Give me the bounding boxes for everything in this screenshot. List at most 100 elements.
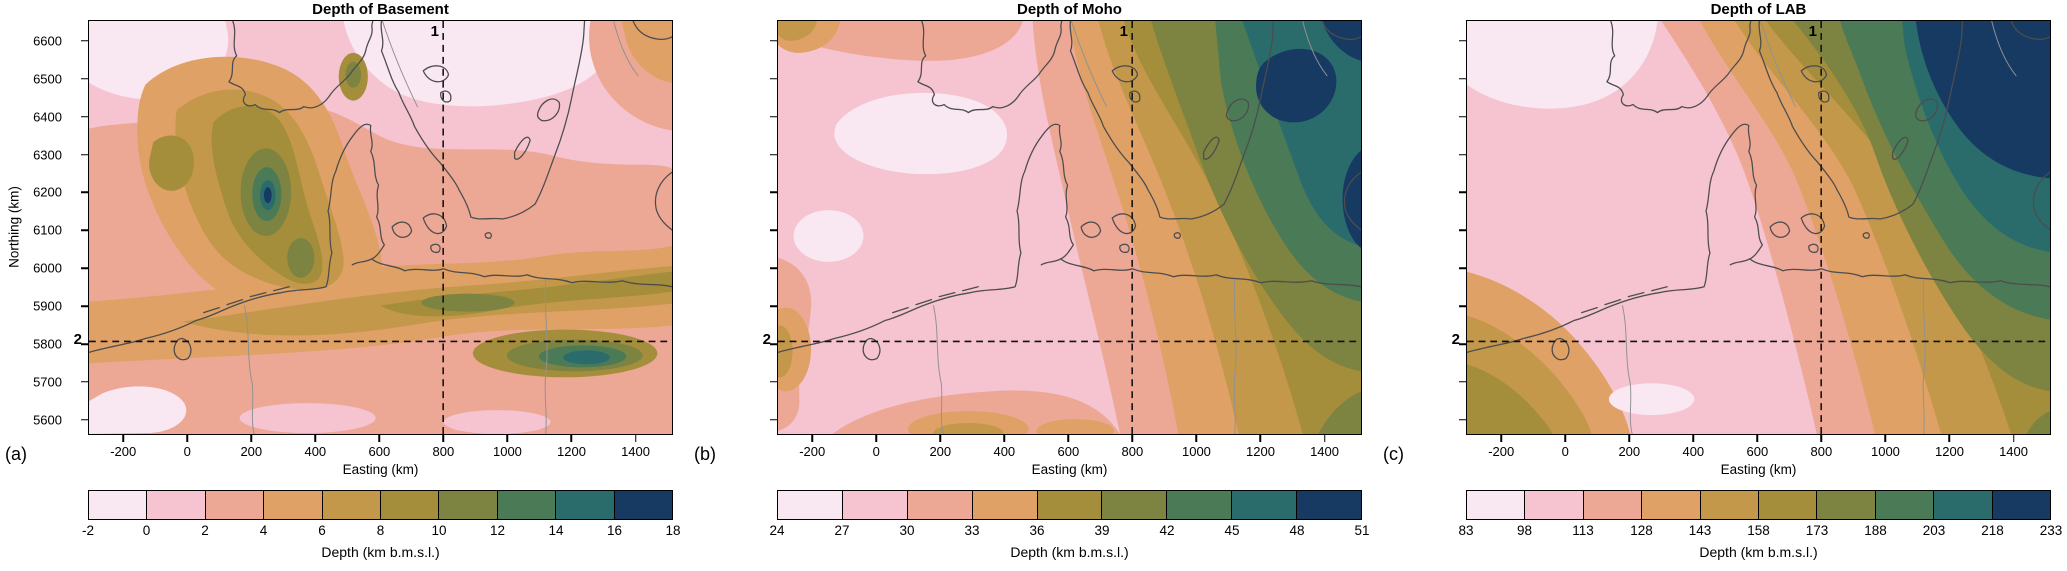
colorbar-cell <box>1758 491 1817 519</box>
colorbar-tick-label: 39 <box>1094 523 1110 538</box>
y-tick-label: 6100 <box>33 222 62 238</box>
map-title: Depth of Moho <box>1017 1 1122 18</box>
colorbar-cell <box>841 491 907 519</box>
colorbar-tick-label: 113 <box>1572 523 1594 538</box>
x-tick-label: 1000 <box>492 444 522 459</box>
colorbar-cell <box>263 491 322 519</box>
y-tick-mark <box>770 77 777 80</box>
y-tick-mark <box>770 305 777 307</box>
colorbar-tick-label: 2 <box>201 523 209 538</box>
y-tick-mark <box>1459 191 1466 194</box>
x-axis-title: Easting (km) <box>1031 462 1108 477</box>
y-tick-mark <box>770 229 777 232</box>
colorbar-cell <box>380 491 439 519</box>
colorbar-tick-label: 143 <box>1688 523 1712 538</box>
profile-line-1-label: 1 <box>1808 23 1817 40</box>
x-tick-mark <box>1948 435 1951 442</box>
y-tick-mark <box>81 115 88 118</box>
x-tick-mark <box>442 435 445 442</box>
x-tick-marks <box>777 435 1362 442</box>
colorbar-label: Depth (km b.m.s.l.) <box>321 544 440 560</box>
x-tick-label: 1400 <box>1999 444 2028 459</box>
y-tick-mark <box>81 343 88 345</box>
colorbar-cell <box>204 491 264 519</box>
y-tick-mark <box>1459 305 1466 307</box>
x-tick-mark <box>1003 435 1006 442</box>
x-tick-mark <box>186 435 188 442</box>
colorbar-cell <box>906 491 972 519</box>
colorbar-cell <box>1166 491 1232 519</box>
x-tick-label: 200 <box>1618 444 1641 459</box>
x-tick-label: 1200 <box>557 444 586 459</box>
colorbar-tick-label: 203 <box>1922 523 1946 538</box>
colorbar-tick-label: 16 <box>606 523 623 538</box>
colorbar <box>1466 490 2051 520</box>
profile-line-2-label: 2 <box>762 331 771 348</box>
x-tick-label: 0 <box>872 444 880 459</box>
y-tick-label: 6500 <box>33 71 62 87</box>
y-tick-mark <box>1459 343 1466 345</box>
colorbar-tick-label: 233 <box>2039 523 2063 538</box>
x-tick-mark <box>939 435 942 442</box>
x-tick-mark <box>875 435 877 442</box>
profile-line-2-label: 2 <box>1451 331 1460 348</box>
colorbar-cell <box>438 491 497 519</box>
colorbar-tick-label: 30 <box>899 523 915 538</box>
x-axis-title: Easting (km) <box>342 462 419 477</box>
y-tick-label: 6300 <box>33 147 62 163</box>
x-tick-label: 800 <box>432 444 455 459</box>
x-tick-label: 600 <box>368 444 391 459</box>
x-tick-label: 800 <box>1121 444 1144 459</box>
x-tick-mark <box>1067 435 1070 442</box>
contour-layers <box>1467 21 2050 434</box>
y-tick-label: 5800 <box>33 336 62 352</box>
colorbar-tick-label: 4 <box>259 523 268 538</box>
x-tick-mark <box>1884 435 1887 442</box>
x-tick-mark <box>1692 435 1695 442</box>
colorbar-cell <box>1699 491 1759 519</box>
colorbar-tick-labels: -2 0 2 4 6 8 10 12 14 16 18 <box>82 523 681 540</box>
colorbar-tick-label: 14 <box>548 523 564 538</box>
colorbar-tick-label: 98 <box>1516 523 1533 538</box>
x-tick-label: 1200 <box>1935 444 1964 459</box>
colorbar-cell <box>1991 491 2051 519</box>
x-tick-label: 800 <box>1810 444 1833 459</box>
x-tick-label: 600 <box>1746 444 1769 459</box>
colorbar-cell <box>1641 491 1700 519</box>
colorbar-cell <box>89 491 147 519</box>
x-tick-mark <box>1628 435 1631 442</box>
map-title: Depth of LAB <box>1710 1 1807 18</box>
x-tick-labels: -200 0 200 400 600 800 1000 1200 1400 <box>1466 444 2051 460</box>
y-tick-marks <box>770 20 777 435</box>
y-tick-mark <box>81 419 88 421</box>
colorbar-cell <box>1036 491 1102 519</box>
y-tick-mark <box>81 40 88 42</box>
y-tick-mark <box>770 343 777 345</box>
y-tick-mark <box>81 191 88 194</box>
colorbar-tick-label: 188 <box>1864 523 1887 538</box>
y-tick-label: 5700 <box>33 374 62 390</box>
y-tick-mark <box>770 267 777 269</box>
x-tick-label: 200 <box>240 444 263 459</box>
colorbar-cell <box>555 491 614 519</box>
x-tick-mark <box>1323 435 1326 442</box>
colorbar-tick-label: 8 <box>376 523 385 538</box>
y-tick-labels: 6600 6500 6400 6300 6200 6100 6000 5900 5800 5700… <box>0 20 62 435</box>
contour-layers <box>89 21 672 434</box>
y-tick-mark <box>81 229 88 232</box>
y-tick-mark <box>770 419 777 421</box>
colorbar-cell <box>1874 491 1934 519</box>
y-tick-mark <box>1459 77 1466 80</box>
x-tick-label: -200 <box>1488 444 1515 459</box>
colorbar-cell <box>1816 491 1875 519</box>
y-tick-label: 6400 <box>33 109 62 125</box>
y-tick-marks <box>81 20 88 435</box>
colorbar-tick-label: 10 <box>431 523 447 538</box>
colorbar-label: Depth (km b.m.s.l.) <box>1010 544 1129 560</box>
x-tick-label: 200 <box>929 444 952 459</box>
y-tick-mark <box>1459 381 1466 383</box>
x-tick-mark <box>570 435 573 442</box>
y-tick-mark <box>81 153 88 156</box>
x-tick-label: 0 <box>1561 444 1569 459</box>
